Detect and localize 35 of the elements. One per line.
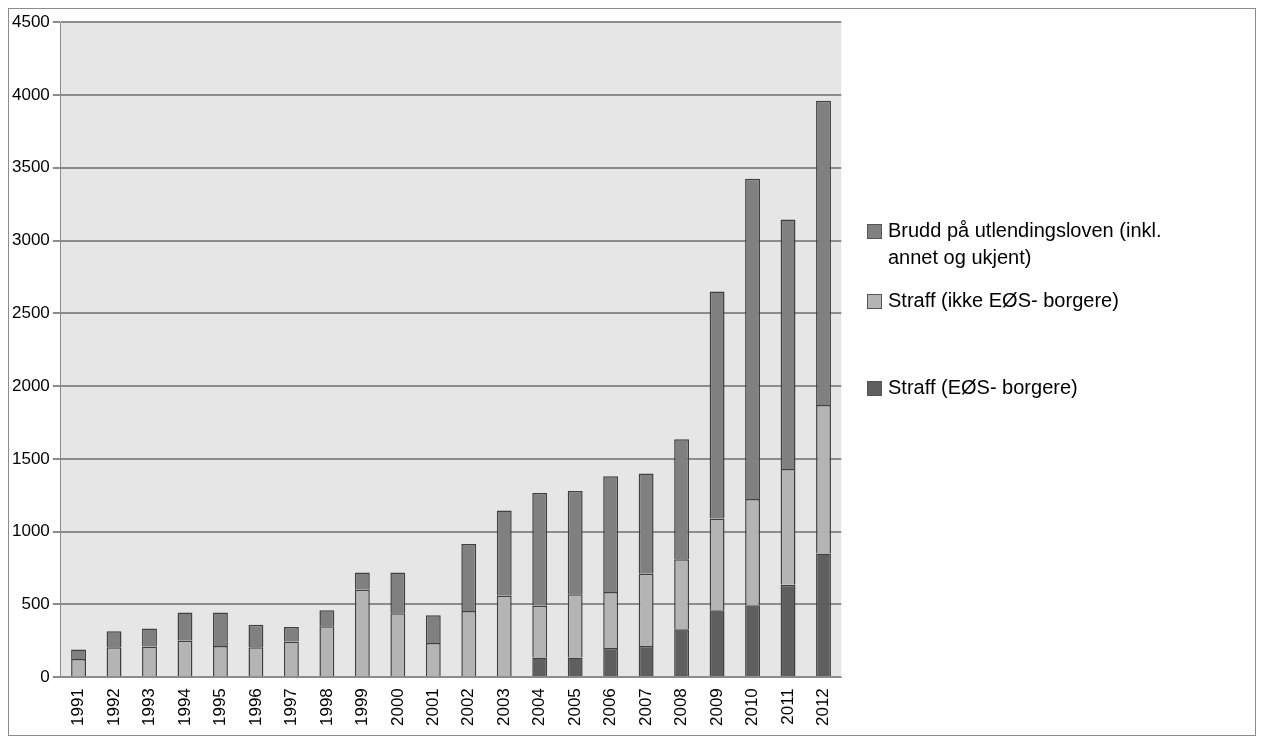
x-tick-label: 2006 <box>600 688 620 727</box>
y-tick-label: 2000 <box>11 375 50 395</box>
y-tick-label: 4500 <box>11 11 50 31</box>
x-tick-label: 2008 <box>671 688 691 727</box>
y-tick-label: 1500 <box>11 448 50 468</box>
x-tick-label: 2005 <box>564 688 584 727</box>
y-tick-label: 2500 <box>11 302 50 322</box>
x-tick-label: 2003 <box>493 688 513 727</box>
x-tick-label: 2004 <box>529 688 549 727</box>
x-tick-label: 2011 <box>777 688 797 725</box>
x-tick-label: 1995 <box>210 688 230 727</box>
x-tick-label: 1998 <box>316 688 336 727</box>
x-tick-label: 2012 <box>813 688 833 727</box>
x-tick-label: 1993 <box>139 688 159 727</box>
y-tick-label: 3500 <box>11 157 50 177</box>
x-tick-label: 2001 <box>422 688 442 727</box>
x-tick-label: 1999 <box>352 688 372 727</box>
y-tick-label: 0 <box>40 666 50 686</box>
x-tick-label: 1992 <box>103 688 123 727</box>
x-tick-label: 2009 <box>706 688 726 727</box>
legend-label: Straff (EØS- borgere) <box>888 375 1078 400</box>
legend-label: Brudd på utlendingsloven (inkl. annet og ukjent) <box>888 218 1163 270</box>
x-tick-label: 2002 <box>458 688 478 727</box>
y-tick-label: 1000 <box>11 521 50 541</box>
x-tick-label: 2000 <box>387 688 407 727</box>
y-tick-label: 3000 <box>11 230 50 250</box>
x-tick-label: 1994 <box>174 688 194 727</box>
x-tick-label: 2007 <box>635 688 655 727</box>
legend-label: Straff (ikke EØS- borgere) <box>888 288 1119 313</box>
y-tick-label: 500 <box>21 594 50 614</box>
y-tick-label: 4000 <box>11 84 50 104</box>
x-tick-label: 1997 <box>281 688 301 727</box>
x-tick-label: 2010 <box>742 688 762 727</box>
x-tick-label: 1991 <box>68 688 88 727</box>
x-tick-label: 1996 <box>245 688 265 727</box>
